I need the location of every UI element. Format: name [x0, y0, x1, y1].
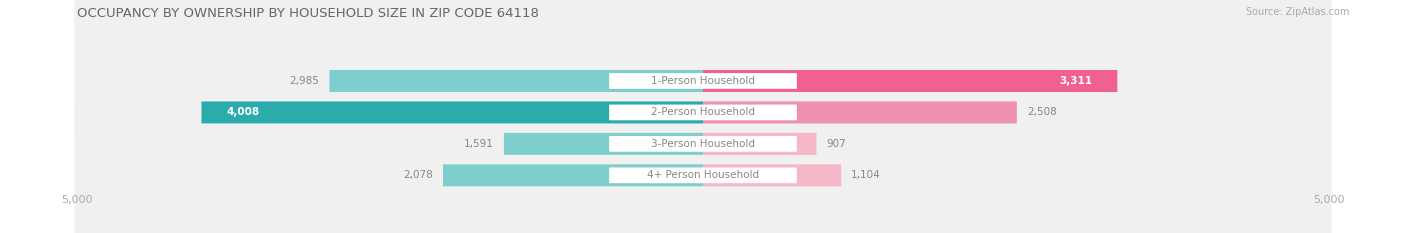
Text: Source: ZipAtlas.com: Source: ZipAtlas.com [1246, 7, 1350, 17]
FancyBboxPatch shape [329, 70, 703, 92]
Text: 3,311: 3,311 [1059, 76, 1092, 86]
FancyBboxPatch shape [703, 164, 841, 186]
FancyBboxPatch shape [75, 0, 1331, 233]
FancyBboxPatch shape [703, 101, 1017, 123]
FancyBboxPatch shape [609, 136, 797, 152]
FancyBboxPatch shape [703, 70, 1118, 92]
Text: 1,104: 1,104 [851, 170, 882, 180]
FancyBboxPatch shape [75, 0, 1331, 233]
Text: 4,008: 4,008 [226, 107, 260, 117]
Text: 4+ Person Household: 4+ Person Household [647, 170, 759, 180]
FancyBboxPatch shape [443, 164, 703, 186]
FancyBboxPatch shape [503, 133, 703, 155]
Text: 1-Person Household: 1-Person Household [651, 76, 755, 86]
FancyBboxPatch shape [75, 0, 1331, 233]
Text: 907: 907 [827, 139, 846, 149]
FancyBboxPatch shape [75, 0, 1331, 233]
Text: 2,985: 2,985 [290, 76, 319, 86]
FancyBboxPatch shape [609, 168, 797, 183]
FancyBboxPatch shape [609, 105, 797, 120]
FancyBboxPatch shape [703, 133, 817, 155]
Text: 2,078: 2,078 [404, 170, 433, 180]
FancyBboxPatch shape [609, 73, 797, 89]
Text: 1,591: 1,591 [464, 139, 494, 149]
Text: 2,508: 2,508 [1026, 107, 1056, 117]
Text: OCCUPANCY BY OWNERSHIP BY HOUSEHOLD SIZE IN ZIP CODE 64118: OCCUPANCY BY OWNERSHIP BY HOUSEHOLD SIZE… [77, 7, 540, 20]
Text: 3-Person Household: 3-Person Household [651, 139, 755, 149]
FancyBboxPatch shape [201, 101, 703, 123]
Text: 2-Person Household: 2-Person Household [651, 107, 755, 117]
